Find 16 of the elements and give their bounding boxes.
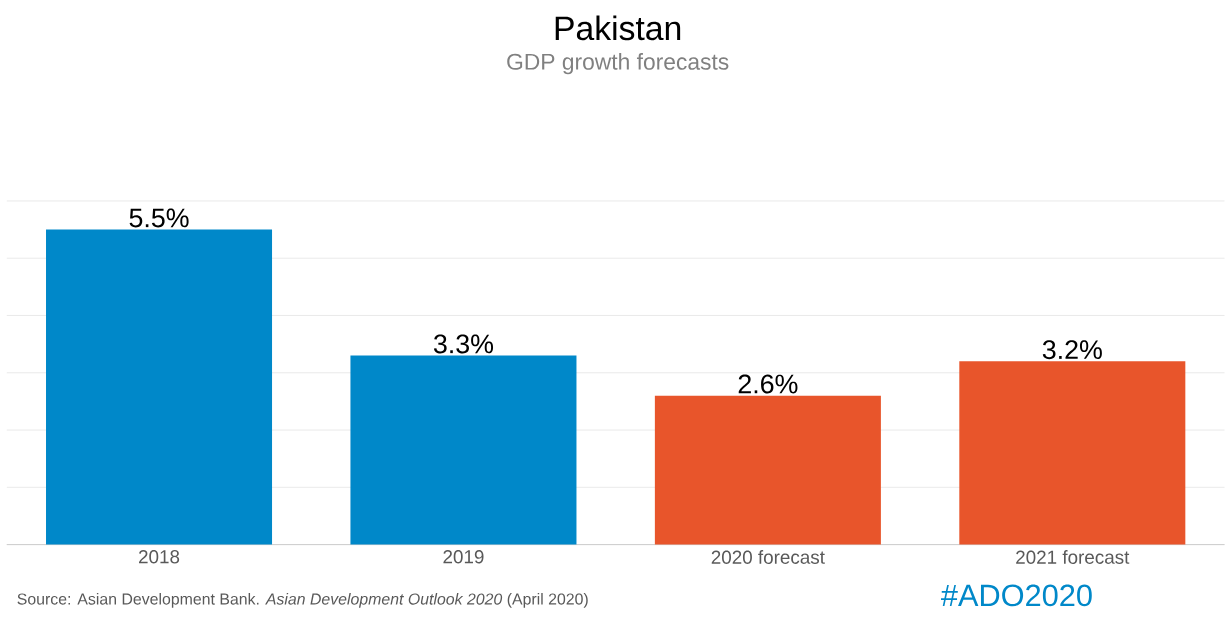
data-label: 5.5% (129, 208, 189, 228)
bar (654, 395, 881, 545)
data-label: 3.3% (433, 334, 494, 354)
x-tick-label: 2019 (443, 549, 484, 564)
x-tick-label: 2021 forecast (1016, 549, 1130, 564)
bar (46, 229, 273, 545)
text: #ADO2020 (940, 584, 1092, 607)
bar (959, 361, 1186, 545)
bar (350, 355, 577, 545)
x-tick-label: 2020 forecast (711, 549, 825, 564)
source-note: Source: Asian Development Bank. Asian Development Outlook 2020 (April 2020) (17, 592, 588, 608)
chart-title: Pakistan (555, 15, 681, 41)
chart-subtitle: GDP growth forecasts (507, 52, 729, 75)
data-label: 2.6% (738, 374, 798, 394)
data-label: 3.2% (1042, 340, 1102, 359)
x-tick-label: 2018 (139, 549, 180, 564)
